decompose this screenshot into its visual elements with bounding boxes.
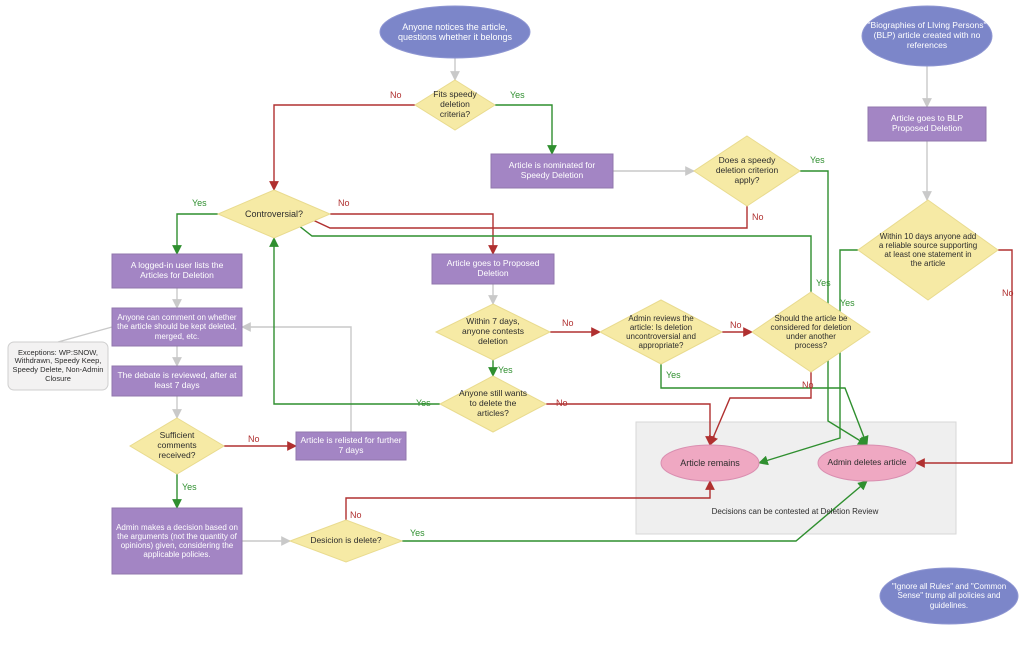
node-note_ignore [880, 568, 1018, 624]
node-d_10days [858, 200, 998, 300]
node-e_deletes [818, 445, 916, 481]
edge-4 [274, 105, 415, 190]
node-p_blp [868, 107, 986, 141]
edge-30 [58, 327, 112, 342]
node-d_sufficient [130, 418, 224, 474]
node-d_7days [436, 304, 550, 360]
node-d_speedy [415, 80, 495, 130]
edge-8 [177, 214, 218, 254]
node-d_delete [290, 520, 402, 562]
node-start1 [380, 6, 530, 58]
node-p_nominated [491, 154, 613, 188]
node-start2 [862, 6, 992, 66]
node-d_controversial [218, 190, 330, 238]
edge-22 [274, 238, 440, 404]
node-d_underother [752, 292, 870, 372]
node-p_debate [112, 366, 242, 396]
flowchart-canvas [0, 0, 1024, 652]
edge-15 [242, 327, 351, 432]
node-p_admin [112, 508, 242, 574]
node-p_list [112, 254, 242, 288]
edge-3 [495, 105, 552, 154]
node-d_still [440, 376, 546, 432]
edge-7 [300, 206, 747, 228]
node-p_comment [112, 308, 242, 346]
node-p_relisted [296, 432, 406, 460]
node-d_applies [694, 136, 800, 206]
node-note_except [8, 342, 108, 390]
node-e_remains [661, 445, 759, 481]
edge-9 [330, 214, 493, 254]
node-d_review [600, 300, 722, 364]
node-p_proposed [432, 254, 554, 284]
